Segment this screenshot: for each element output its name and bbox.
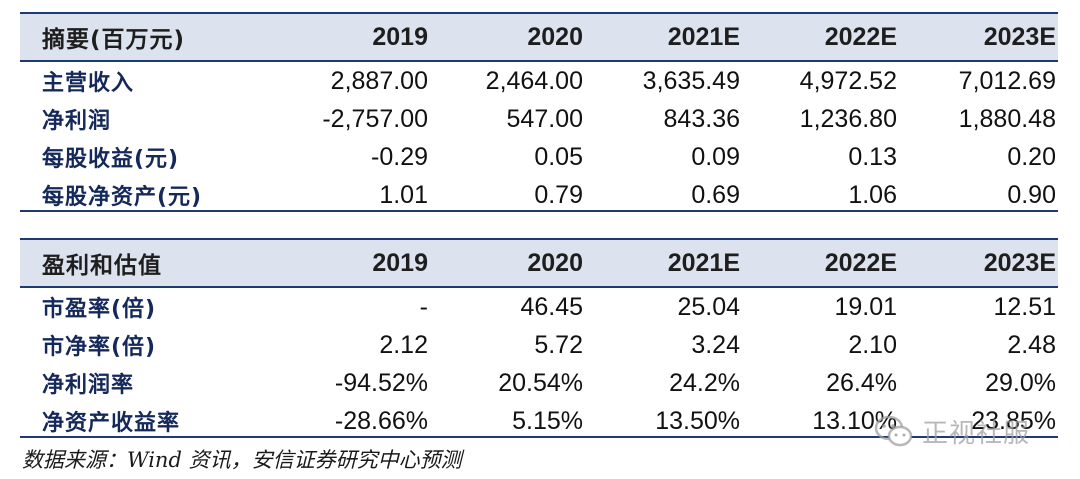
table-cell: 1,880.48 — [958, 104, 1056, 133]
table-cell: 1.06 — [848, 180, 897, 209]
header-cell: 2023E — [983, 22, 1056, 51]
table-cell: 1,236.80 — [799, 104, 897, 133]
table-cell: 25.04 — [677, 292, 740, 321]
table-cell: 0.69 — [691, 180, 740, 209]
table-cell: 26.4% — [826, 368, 897, 397]
table-cell: 0.09 — [691, 142, 740, 171]
table-cell: 4,972.52 — [799, 66, 897, 95]
table-cell: 23.85% — [971, 406, 1056, 435]
header-cell: 盈利和估值 — [42, 253, 162, 279]
table-cell: 5.15% — [512, 406, 583, 435]
table-cell: 0.13 — [848, 142, 897, 171]
header-cell: 2019 — [372, 248, 428, 277]
table-cell: 12.51 — [993, 292, 1056, 321]
header-cell: 2022E — [824, 248, 897, 277]
table-cell: 2,887.00 — [330, 66, 428, 95]
table-cell: 13.10% — [812, 406, 897, 435]
table-header-row: 摘要(百万元) 2019 2020 2021E 2022E 2023E — [20, 12, 1058, 62]
table-cell: 19.01 — [834, 292, 897, 321]
table-row: 净资产收益率 -28.66% 5.15% 13.50% 13.10% 23.85… — [20, 402, 1058, 440]
table-row: 市净率(倍) 2.12 5.72 3.24 2.10 2.48 — [20, 326, 1058, 364]
table-cell: 0.05 — [534, 142, 583, 171]
row-label: 市净率(倍) — [42, 335, 157, 360]
table-cell: 29.0% — [985, 368, 1056, 397]
table-cell: 0.20 — [1007, 142, 1056, 171]
table-cell: -94.52% — [334, 368, 428, 397]
table-cell: 547.00 — [506, 104, 583, 133]
row-label: 主营收入 — [42, 71, 135, 96]
header-cell: 2019 — [372, 22, 428, 51]
row-label: 净利润 — [42, 109, 112, 134]
header-cell: 2020 — [527, 248, 583, 277]
table-cell: 24.2% — [669, 368, 740, 397]
wechat-icon — [874, 415, 914, 449]
header-cell: 2021E — [667, 22, 740, 51]
row-label: 净资产收益率 — [42, 411, 181, 436]
table-row: 净利润率 -94.52% 20.54% 24.2% 26.4% 29.0% — [20, 364, 1058, 402]
header-cell: 2023E — [983, 248, 1056, 277]
table-row: 每股收益(元) -0.29 0.05 0.09 0.13 0.20 — [20, 138, 1058, 176]
table-cell: 2.48 — [1007, 330, 1056, 359]
table-cell: - — [419, 292, 428, 321]
valuation-table: 盈利和估值 2019 2020 2021E 2022E 2023E 市盈率(倍)… — [20, 238, 1058, 440]
table-cell: 2.12 — [379, 330, 428, 359]
table-cell: 5.72 — [534, 330, 583, 359]
table-cell: -0.29 — [371, 142, 428, 171]
table-cell: 20.54% — [498, 368, 583, 397]
watermark-text: 正视社服 — [922, 419, 1031, 449]
row-label: 每股收益(元) — [42, 147, 180, 172]
header-cell: 2022E — [824, 22, 897, 51]
row-label: 净利润率 — [42, 373, 135, 398]
table-row: 市盈率(倍) - 46.45 25.04 19.01 12.51 — [20, 288, 1058, 326]
header-cell: 2021E — [667, 248, 740, 277]
table-cell: 843.36 — [663, 104, 740, 133]
table-cell: 13.50% — [655, 406, 740, 435]
watermark: 正视社服 — [874, 413, 1030, 450]
table-cell: 7,012.69 — [958, 66, 1056, 95]
table-cell: 1.01 — [379, 180, 428, 209]
header-cell: 2020 — [527, 22, 583, 51]
table-cell: 3.24 — [691, 330, 740, 359]
header-cell: 摘要(百万元) — [42, 27, 186, 53]
table-bottom-rule — [20, 210, 1058, 212]
table-cell: 46.45 — [520, 292, 583, 321]
table-cell: 0.79 — [534, 180, 583, 209]
table-header-row: 盈利和估值 2019 2020 2021E 2022E 2023E — [20, 238, 1058, 288]
table-row: 主营收入 2,887.00 2,464.00 3,635.49 4,972.52… — [20, 62, 1058, 100]
row-label: 每股净资产(元) — [42, 185, 203, 210]
table-row: 净利润 -2,757.00 547.00 843.36 1,236.80 1,8… — [20, 100, 1058, 138]
row-label: 市盈率(倍) — [42, 297, 157, 322]
table-bottom-rule — [20, 436, 1058, 438]
table-cell: 0.90 — [1007, 180, 1056, 209]
table-cell: -28.66% — [334, 406, 428, 435]
table-cell: 3,635.49 — [642, 66, 740, 95]
source-note: 数据来源：Wind 资讯，安信证券研究中心预测 — [22, 448, 462, 472]
summary-table: 摘要(百万元) 2019 2020 2021E 2022E 2023E 主营收入… — [20, 12, 1058, 214]
table-cell: -2,757.00 — [322, 104, 428, 133]
table-row: 每股净资产(元) 1.01 0.79 0.69 1.06 0.90 — [20, 176, 1058, 214]
table-cell: 2.10 — [848, 330, 897, 359]
table-cell: 2,464.00 — [485, 66, 583, 95]
